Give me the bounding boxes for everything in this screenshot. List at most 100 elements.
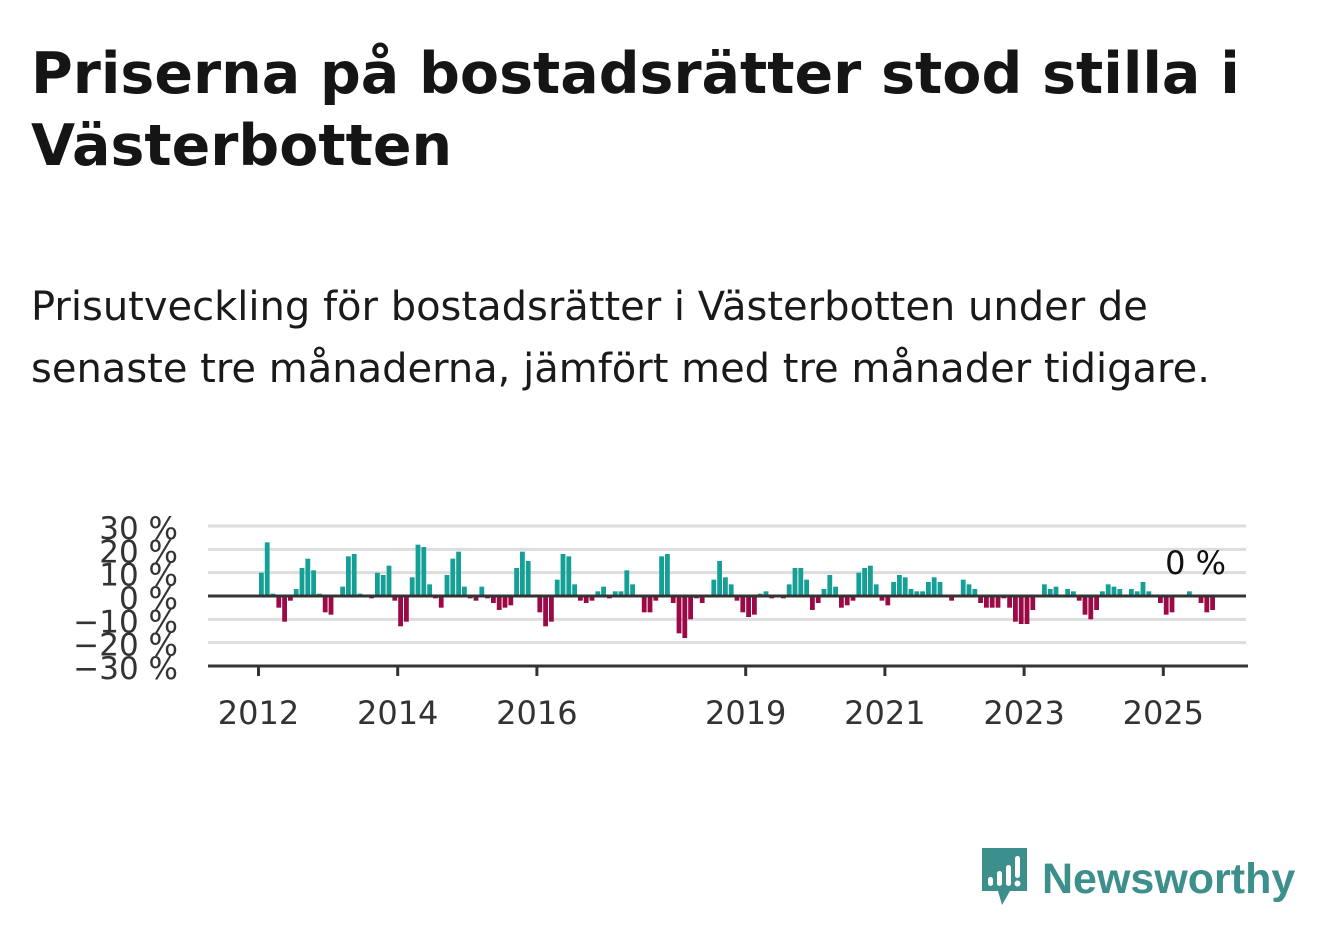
bar — [641, 596, 647, 613]
bar — [1140, 582, 1146, 596]
bar — [328, 596, 334, 615]
bar — [288, 596, 293, 601]
bar — [839, 596, 844, 608]
bar — [595, 591, 601, 596]
bar — [543, 596, 548, 627]
x-axis-ticks: 2012 2014 2016 2019 2021 2023 2025 — [218, 666, 1204, 732]
bar — [1187, 591, 1192, 596]
bar — [926, 582, 931, 596]
bar — [1134, 591, 1140, 596]
bar — [746, 596, 751, 617]
brand-name: Newsworthy — [1042, 854, 1296, 903]
bar — [717, 561, 722, 596]
bar — [856, 572, 862, 596]
bar — [398, 596, 403, 627]
bar — [549, 596, 554, 622]
bar — [421, 547, 427, 596]
bar — [560, 554, 566, 596]
bar — [931, 577, 937, 596]
bar — [438, 596, 444, 608]
bar — [1169, 596, 1175, 613]
bar — [676, 596, 682, 634]
bar — [763, 591, 769, 596]
bar — [647, 596, 653, 613]
bar — [792, 568, 798, 596]
bar — [386, 565, 392, 596]
bar — [827, 575, 833, 596]
bar — [920, 591, 925, 596]
bar — [1076, 596, 1082, 601]
bar — [630, 584, 635, 596]
bar — [670, 596, 676, 603]
bar — [1100, 591, 1105, 596]
x-tick-label: 2014 — [357, 694, 438, 732]
bar — [444, 575, 450, 596]
bar — [798, 568, 804, 596]
bar — [583, 596, 589, 603]
bar — [810, 596, 815, 610]
chart-subtitle: Prisutveckling för bostadsrätter i Väste… — [31, 284, 1210, 392]
bar — [351, 554, 357, 596]
bar — [699, 596, 705, 603]
bar — [427, 584, 432, 596]
newsworthy-logo-icon — [980, 846, 1030, 912]
bar — [1094, 596, 1099, 610]
x-tick-label: 2021 — [844, 694, 925, 732]
bar — [1158, 596, 1163, 603]
x-tick-label: 2016 — [496, 694, 577, 732]
bar — [972, 589, 978, 596]
bar — [1198, 596, 1204, 603]
x-tick-label: 2023 — [983, 694, 1064, 732]
bars — [259, 542, 1215, 638]
y-axis-labels: 30 %20 %10 %0 %−10 %−20 %−30 % — [73, 511, 178, 687]
bar — [786, 584, 792, 596]
bar — [914, 591, 920, 596]
y-tick-label: −20 % — [73, 628, 178, 664]
bar — [1024, 596, 1030, 624]
bar — [404, 596, 409, 622]
bar — [1088, 596, 1094, 620]
bar — [305, 558, 311, 596]
bar — [682, 596, 688, 638]
bar — [711, 579, 717, 596]
bar — [589, 596, 595, 601]
brand: Newsworthy — [980, 848, 1295, 910]
bar — [456, 551, 461, 596]
bar — [1013, 596, 1018, 622]
y-tick-label: 30 % — [99, 511, 178, 547]
bar — [1111, 586, 1117, 596]
bar — [276, 596, 282, 608]
bar — [264, 542, 270, 596]
bar — [624, 570, 630, 596]
bar — [665, 554, 670, 596]
x-tick-label: 2025 — [1123, 694, 1204, 732]
bar — [380, 575, 386, 596]
bar — [815, 596, 821, 603]
bar — [1071, 591, 1076, 596]
last-value-label: 0 % — [1165, 544, 1226, 582]
bar — [554, 579, 560, 596]
bar — [804, 579, 809, 596]
bar — [902, 577, 908, 596]
bar — [891, 582, 896, 596]
bar — [572, 584, 577, 596]
bar — [282, 596, 287, 622]
bar — [897, 575, 902, 596]
x-tick-label: 2019 — [705, 694, 786, 732]
bar — [1210, 596, 1215, 610]
x-tick-label: 2012 — [218, 694, 299, 732]
bar — [496, 596, 502, 610]
bar — [1129, 589, 1134, 596]
bar — [1053, 586, 1059, 596]
bar — [989, 596, 995, 608]
bar — [723, 577, 728, 596]
bar — [1047, 589, 1053, 596]
bar — [873, 584, 879, 596]
bar — [601, 586, 606, 596]
bar — [978, 596, 983, 603]
bar — [491, 596, 496, 603]
bar — [995, 596, 1001, 608]
bar — [1018, 596, 1024, 624]
bar — [473, 596, 479, 601]
